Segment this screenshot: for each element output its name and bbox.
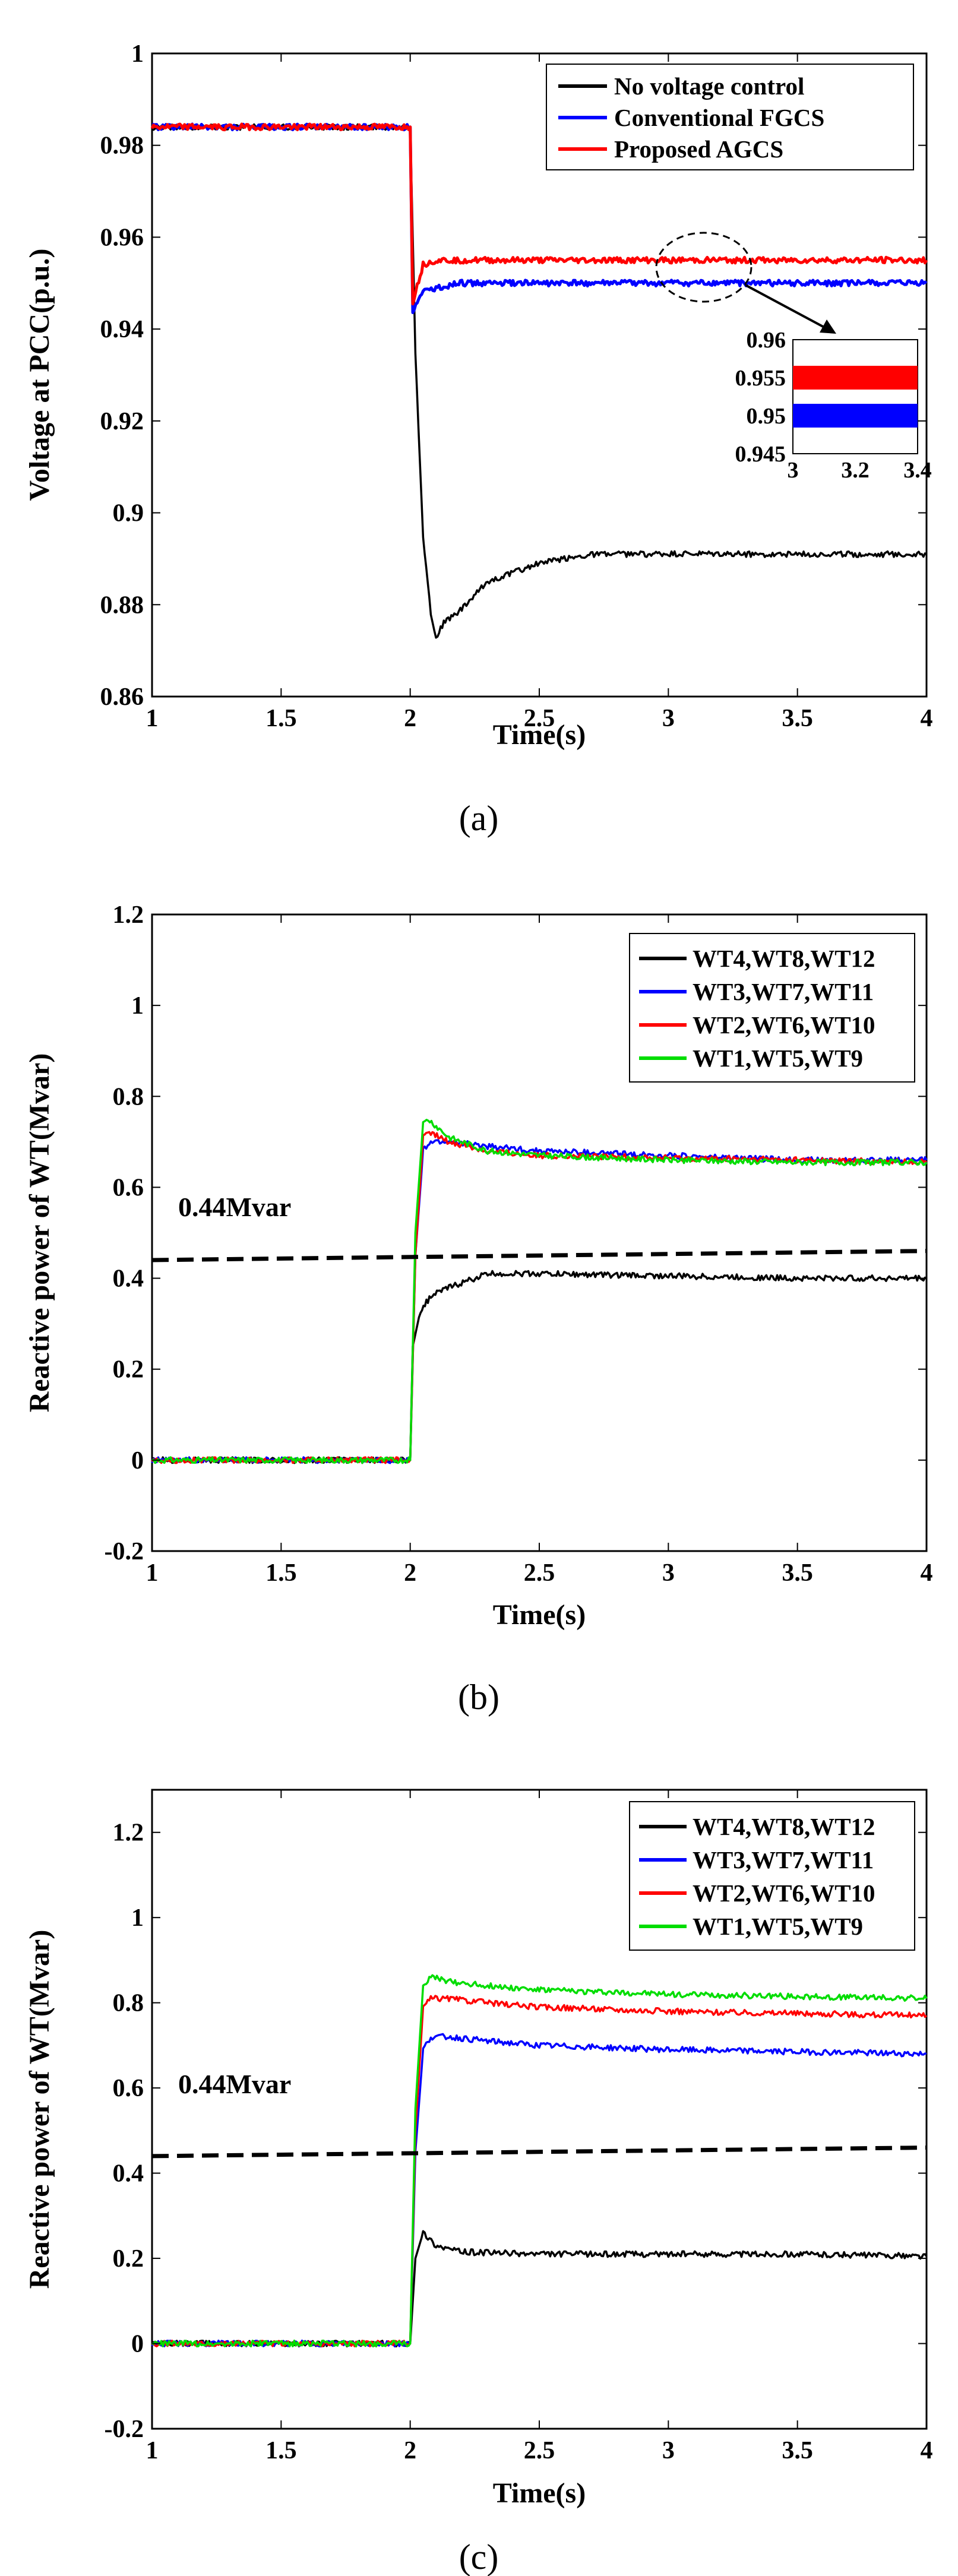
y-tick-label-b: 0.2 bbox=[113, 1356, 144, 1384]
y-tick-label-b: 1.2 bbox=[113, 901, 144, 929]
x-tick-label-b: 1 bbox=[146, 1559, 159, 1587]
y-axis-label-c: Reactive power of WT(Mvar) bbox=[24, 1930, 55, 2289]
x-tick-label-a: 1.5 bbox=[265, 705, 297, 732]
inset-band-proposed-agcs bbox=[793, 366, 918, 390]
y-tick-label-c: 0 bbox=[131, 2331, 144, 2358]
y-tick-label-b: 0 bbox=[131, 1447, 144, 1474]
x-tick-label-b: 1.5 bbox=[265, 1559, 297, 1587]
x-tick-label-b: 3.5 bbox=[782, 1559, 813, 1587]
y-tick-label-c: 0.4 bbox=[113, 2160, 144, 2188]
x-tick-label-b: 2 bbox=[404, 1559, 416, 1587]
legend-label-wt3-wt7-wt11-c: WT3,WT7,WT11 bbox=[693, 1846, 874, 1874]
y-tick-label-a: 0.88 bbox=[100, 591, 144, 619]
legend-label-conventional-fgcs: Conventional FGCS bbox=[614, 104, 824, 131]
x-tick-label-c: 3 bbox=[662, 2437, 675, 2464]
x-tick-label-b: 3 bbox=[662, 1559, 675, 1587]
x-axis-label-a: Time(s) bbox=[493, 719, 586, 751]
x-tick-label-a: 1 bbox=[146, 705, 159, 732]
legend-label-wt2-wt6-wt10-c: WT2,WT6,WT10 bbox=[693, 1879, 875, 1907]
y-axis-label-b: Reactive power of WT(Mvar) bbox=[24, 1053, 55, 1413]
x-tick-label-b: 2.5 bbox=[524, 1559, 555, 1587]
threshold-label-b: 0.44Mvar bbox=[178, 1192, 291, 1222]
y-tick-label-a: 0.9 bbox=[113, 500, 144, 527]
y-tick-label-c: 0.2 bbox=[113, 2245, 144, 2273]
legend-label-wt4-wt8-wt12: WT4,WT8,WT12 bbox=[693, 945, 875, 972]
x-axis-label-c: Time(s) bbox=[493, 2477, 586, 2509]
zoom-ellipse bbox=[655, 232, 753, 303]
legend-label-wt3-wt7-wt11: WT3,WT7,WT11 bbox=[693, 978, 874, 1005]
inset-y-tick-label: 0.96 bbox=[747, 328, 786, 353]
inset-plot-area bbox=[792, 339, 918, 454]
legend-b: WT4,WT8,WT12 WT3,WT7,WT11 WT2,WT6,WT10 W… bbox=[629, 933, 915, 1083]
legend-label-no-voltage-control: No voltage control bbox=[614, 72, 804, 100]
legend-label-proposed-agcs: Proposed AGCS bbox=[614, 135, 783, 163]
series-line-proposed-agcs-a bbox=[150, 122, 928, 306]
y-tick-label-a: 0.94 bbox=[100, 316, 144, 343]
y-tick-label-c: 1.2 bbox=[113, 1819, 144, 1847]
y-tick-label-c: 0.6 bbox=[113, 2075, 144, 2102]
caption-c: (c) bbox=[459, 2537, 499, 2576]
legend-label-wt1-wt5-wt9: WT1,WT5,WT9 bbox=[693, 1045, 863, 1072]
legend-box-a bbox=[546, 64, 914, 170]
x-tick-label-c: 4 bbox=[921, 2437, 933, 2464]
legend-c: WT4,WT8,WT12 WT3,WT7,WT11 WT2,WT6,WT10 W… bbox=[629, 1801, 915, 1951]
y-tick-label-c: 1 bbox=[131, 1904, 144, 1932]
y-tick-label-a: 0.92 bbox=[100, 408, 144, 435]
legend-label-wt2-wt6-wt10: WT2,WT6,WT10 bbox=[693, 1011, 875, 1039]
y-tick-label-b: 0.8 bbox=[113, 1083, 144, 1110]
x-tick-label-c: 2 bbox=[404, 2437, 416, 2464]
y-tick-label-c: 0.8 bbox=[113, 1990, 144, 2017]
y-tick-label-a: 1 bbox=[131, 40, 144, 68]
legend-a: No voltage control Conventional FGCS Pro… bbox=[546, 64, 914, 170]
series-line-wt1-wt5-wt9-b bbox=[151, 1119, 928, 1464]
y-tick-label-c: -0.2 bbox=[105, 2416, 144, 2443]
y-tick-label-a: 0.98 bbox=[100, 132, 144, 160]
threshold-line-c bbox=[151, 2145, 927, 2159]
x-tick-label-a: 3.5 bbox=[782, 705, 813, 732]
caption-a: (a) bbox=[459, 799, 499, 838]
x-tick-label-c: 2.5 bbox=[524, 2437, 555, 2464]
inset-x-tick-label: 3 bbox=[788, 458, 799, 483]
x-tick-label-a: 2 bbox=[404, 705, 416, 732]
y-tick-label-b: 1 bbox=[131, 992, 144, 1020]
legend-label-wt1-wt5-wt9-c: WT1,WT5,WT9 bbox=[693, 1913, 863, 1940]
x-tick-label-a: 3 bbox=[662, 705, 675, 732]
threshold-line-b bbox=[151, 1249, 927, 1262]
inset-y-tick-label: 0.955 bbox=[735, 366, 786, 391]
caption-b: (b) bbox=[458, 1678, 499, 1717]
x-tick-label-c: 3.5 bbox=[782, 2437, 813, 2464]
x-tick-label-c: 1 bbox=[146, 2437, 159, 2464]
inset-x-tick-label: 3.4 bbox=[903, 458, 932, 483]
x-tick-label-a: 4 bbox=[921, 705, 933, 732]
x-axis-label-b: Time(s) bbox=[493, 1599, 586, 1631]
x-tick-label-c: 1.5 bbox=[265, 2437, 297, 2464]
y-tick-label-b: 0.6 bbox=[113, 1174, 144, 1201]
panel-b: 1 1.5 2 2.5 3 3.5 4 -0.2 0 0.2 0.4 0.6 0.8 1 1.2 React… bbox=[24, 901, 933, 1717]
panel-c: 1 1.5 2 2.5 3 3.5 4 -0.2 0 0.2 0.4 0.6 0.8 1 1.2 React… bbox=[24, 1789, 933, 2576]
panel-a: 1 1.5 2 2.5 3 3.5 4 0.86 0.88 0.9 0.92 0.94 0.96 0.98… bbox=[24, 40, 933, 838]
threshold-label-c: 0.44Mvar bbox=[178, 2069, 291, 2099]
inset-x-tick-label: 3.2 bbox=[841, 458, 870, 483]
y-tick-label-a: 0.96 bbox=[100, 224, 144, 251]
zoom-arrow bbox=[745, 284, 829, 331]
inset-a: 3 3.2 3.4 0.945 0.95 0.955 0.96 bbox=[735, 328, 932, 483]
y-tick-label-b: -0.2 bbox=[105, 1538, 144, 1565]
inset-y-tick-label: 0.95 bbox=[747, 404, 786, 429]
y-tick-label-a: 0.86 bbox=[100, 683, 144, 711]
zoom-arrowhead bbox=[820, 319, 836, 334]
y-tick-label-b: 0.4 bbox=[113, 1265, 144, 1293]
legend-label-wt4-wt8-wt12-c: WT4,WT8,WT12 bbox=[693, 1813, 875, 1840]
x-tick-label-a: 2.5 bbox=[524, 705, 555, 732]
x-tick-label-b: 4 bbox=[921, 1559, 933, 1587]
inset-band-conventional-fgcs bbox=[793, 404, 918, 428]
series-line-wt1-wt5-wt9-c bbox=[151, 1974, 928, 2348]
inset-y-tick-label: 0.945 bbox=[735, 442, 786, 467]
y-axis-label-a: Voltage at PCC(p.u.) bbox=[24, 249, 55, 501]
